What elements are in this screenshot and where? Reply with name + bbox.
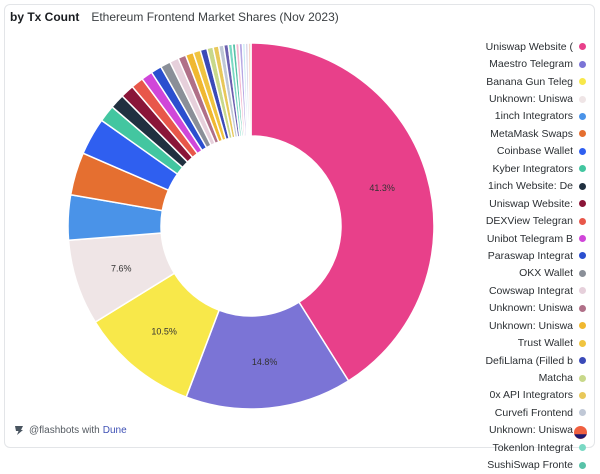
legend-swatch [579,43,586,51]
legend-swatch [579,287,586,295]
legend-item[interactable]: SushiSwap Fronte [476,457,586,474]
legend-swatch [579,95,586,103]
legend-swatch [579,322,586,330]
slice-data-label: 14.8% [252,357,278,367]
legend-swatch [579,444,586,452]
legend-label: Matcha [538,372,573,385]
legend-item[interactable]: MetaMask Swaps [476,125,586,142]
legend-label: Unknown: Uniswa [488,302,573,315]
legend-swatch [579,252,586,260]
legend-swatch [579,78,586,86]
legend-swatch [579,357,586,365]
pie-slice[interactable] [185,301,350,410]
chart-header: by Tx Count Ethereum Frontend Market Sha… [10,10,339,28]
query-name[interactable]: by Tx Count [10,10,80,24]
legend-label: Unknown: Uniswa [488,319,573,332]
slice-group [67,42,435,410]
legend-label: DefiLlama (Filled b [485,354,573,367]
legend-label: Curvefi Frontend [494,406,573,419]
legend-swatch [579,60,586,68]
legend-label: DEXView Telegran [485,215,573,228]
legend-item[interactable]: Uniswap Website: [476,195,586,212]
donut-chart: 41.3% 14.8% 10.5% 7.6% [67,42,435,410]
legend-swatch [579,391,586,399]
legend-item[interactable]: Banana Gun Teleg [476,73,586,90]
legend-item[interactable]: Paraswap Integrat [476,247,586,264]
legend-label: 0x API Integrators [489,389,573,402]
legend-item[interactable]: Curvefi Frontend [476,404,586,421]
legend-label: Tokenlon Integrat [492,441,573,454]
legend-item[interactable]: Unknown: Uniswa [476,317,586,334]
dune-logo-icon[interactable] [574,426,587,439]
legend-item[interactable]: 1inch Integrators [476,108,586,125]
legend-swatch [579,461,586,469]
legend-label: Banana Gun Teleg [486,75,573,88]
legend-label: Uniswap Website ( [485,40,573,53]
legend-item[interactable]: Kyber Integrators [476,160,586,177]
legend-label: Unknown: Uniswa [488,424,573,437]
legend-item[interactable]: Unknown: Uniswa [476,422,586,439]
legend-item[interactable]: 1inch Website: De [476,178,586,195]
legend-label: Uniswap Website: [489,197,573,210]
legend-label: Unknown: Uniswa [488,93,573,106]
legend-item[interactable]: Coinbase Wallet [476,143,586,160]
pie-slice[interactable] [250,42,435,382]
slice-data-label: 10.5% [151,326,177,336]
legend-label: Paraswap Integrat [487,249,573,262]
legend-item[interactable]: Unknown: Uniswa [476,300,586,317]
legend-label: Coinbase Wallet [496,145,573,158]
legend-swatch [579,304,586,312]
slice-data-label: 41.3% [369,183,395,193]
legend-swatch [579,217,586,225]
legend-swatch [579,147,586,155]
legend-label: Unibot Telegram B [486,232,573,245]
legend-item[interactable]: Unknown: Uniswa [476,90,586,107]
legend-label: SushiSwap Fronte [487,459,573,472]
pie-slice[interactable] [247,42,252,137]
legend-label: MetaMask Swaps [490,127,573,140]
legend-swatch [579,182,586,190]
legend-item[interactable]: 0x API Integrators [476,387,586,404]
legend-swatch [579,112,586,120]
chart-title: Ethereum Frontend Market Shares (Nov 202… [91,10,339,24]
legend-label: Kyber Integrators [492,162,573,175]
legend-label: 1inch Integrators [494,110,573,123]
legend-item[interactable]: Cowswap Integrat [476,282,586,299]
legend-swatch [579,165,586,173]
legend-label: OKX Wallet [519,267,573,280]
legend-item[interactable]: DefiLlama (Filled b [476,352,586,369]
legend-swatch [579,235,586,243]
legend-label: Cowswap Integrat [488,284,573,297]
legend-item[interactable]: Matcha [476,369,586,386]
legend-swatch [579,130,586,138]
legend-label: Maestro Telegram [489,58,573,71]
slice-label-group: 41.3% 14.8% 10.5% 7.6% [111,183,395,367]
legend-label: 1inch Website: De [487,180,573,193]
footer: @flashbots with Dune [14,425,127,436]
legend-item[interactable]: Tokenlon Integrat [476,439,586,456]
legend-swatch [579,200,586,208]
footer-author: @flashbots with [29,425,100,436]
legend-item[interactable]: DEXView Telegran [476,212,586,229]
legend-swatch [579,374,586,382]
slice-data-label: 7.6% [111,263,132,273]
flashbots-icon [15,426,23,435]
legend-swatch [579,269,586,277]
legend: Uniswap Website ( Maestro Telegram Banana … [476,38,586,474]
footer-brand[interactable]: Dune [102,425,127,436]
legend-item[interactable]: OKX Wallet [476,265,586,282]
legend-item[interactable]: Unibot Telegram B [476,230,586,247]
legend-item[interactable]: Uniswap Website ( [476,38,586,55]
legend-item[interactable]: Trust Wallet [476,334,586,351]
legend-swatch [579,339,586,347]
legend-label: Trust Wallet [517,337,573,350]
legend-item[interactable]: Maestro Telegram [476,55,586,72]
legend-swatch [579,409,586,417]
